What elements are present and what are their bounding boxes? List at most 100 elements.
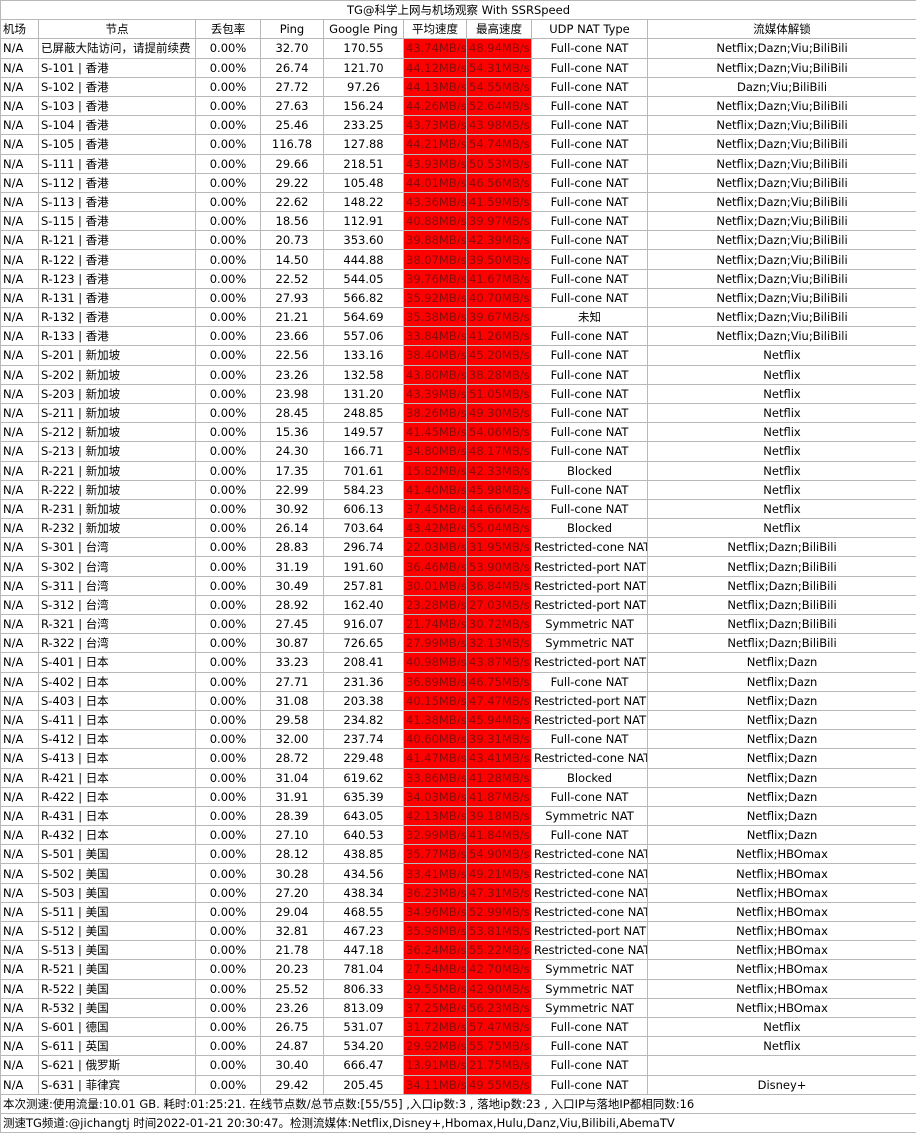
cell-max-speed: 52.64MB/s	[466, 95, 532, 117]
cell-packet-loss: 0.00%	[195, 518, 261, 539]
cell-streaming-unlock: Netflix	[646, 441, 916, 462]
cell-streaming-unlock: Netflix;Dazn;BiliBili	[646, 594, 916, 616]
cell-max-speed: 41.67MB/s	[466, 268, 532, 289]
cell-avg-speed: 41.40MB/s	[403, 479, 467, 500]
table-row: N/A S-102 | 香港 0.00% 27.72 97.26 44.13MB/s 54.…	[0, 76, 916, 97]
cell-node: S-112 | 香港	[38, 172, 196, 193]
cell-node: S-403 | 日本	[38, 690, 196, 711]
cell-udp-nat-type: Full-cone NAT	[531, 498, 648, 520]
cell-google-ping: 237.74	[323, 729, 404, 750]
cell-max-speed: 49.30MB/s	[466, 402, 532, 424]
cell-ping: 22.99	[260, 479, 324, 500]
cell-packet-loss: 0.00%	[195, 575, 261, 596]
cell-streaming-unlock: Netflix	[646, 1036, 916, 1057]
cell-max-speed: 54.74MB/s	[466, 134, 532, 155]
cell-airport: N/A	[0, 134, 39, 155]
cell-avg-speed: 15.82MB/s	[403, 460, 467, 481]
cell-packet-loss: 0.00%	[195, 1036, 261, 1057]
cell-airport: N/A	[0, 920, 39, 942]
cell-avg-speed: 31.72MB/s	[403, 1016, 467, 1038]
cell-streaming-unlock	[646, 1055, 916, 1076]
cell-node: S-213 | 新加坡	[38, 441, 196, 462]
footer-line-1: 本次测速:使用流量:10.01 GB. 耗时:01:25:21. 在线节点数/总…	[0, 1093, 916, 1114]
cell-airport: N/A	[0, 1074, 39, 1095]
cell-ping: 30.92	[260, 498, 324, 520]
cell-udp-nat-type: Full-cone NAT	[531, 326, 648, 347]
cell-streaming-unlock: Netflix;HBOmax	[646, 844, 916, 865]
cell-airport: N/A	[0, 268, 39, 289]
cell-packet-loss: 0.00%	[195, 556, 261, 577]
cell-airport: N/A	[0, 805, 39, 827]
cell-node: S-502 | 美国	[38, 863, 196, 884]
cell-packet-loss: 0.00%	[195, 345, 261, 366]
cell-airport: N/A	[0, 844, 39, 865]
table-row: N/A S-402 | 日本 0.00% 27.71 231.36 36.89MB/s 46…	[0, 671, 916, 692]
cell-avg-speed: 21.74MB/s	[403, 613, 467, 635]
cell-streaming-unlock: Netflix;Dazn;Viu;BiliBili	[646, 153, 916, 174]
cell-streaming-unlock: Netflix	[646, 364, 916, 385]
cell-ping: 31.04	[260, 767, 324, 788]
cell-max-speed: 45.98MB/s	[466, 479, 532, 500]
cell-avg-speed: 35.38MB/s	[403, 306, 467, 328]
cell-ping: 27.93	[260, 287, 324, 309]
cell-packet-loss: 0.00%	[195, 978, 261, 999]
cell-google-ping: 208.41	[323, 652, 404, 673]
table-row: N/A S-202 | 新加坡 0.00% 23.26 132.58 43.80MB/s 3…	[0, 364, 916, 385]
cell-airport: N/A	[0, 249, 39, 270]
cell-streaming-unlock: Netflix;Dazn	[646, 652, 916, 673]
cell-google-ping: 131.20	[323, 383, 404, 404]
cell-ping: 26.14	[260, 518, 324, 539]
cell-packet-loss: 0.00%	[195, 844, 261, 865]
cell-avg-speed: 35.92MB/s	[403, 287, 467, 309]
cell-google-ping: 434.56	[323, 863, 404, 884]
cell-streaming-unlock: Netflix;Dazn	[646, 690, 916, 711]
cell-airport: N/A	[0, 518, 39, 539]
cell-google-ping: 149.57	[323, 422, 404, 443]
cell-streaming-unlock: Netflix;Dazn;Viu;BiliBili	[646, 38, 916, 59]
cell-airport: N/A	[0, 978, 39, 999]
cell-udp-nat-type: Full-cone NAT	[531, 134, 648, 155]
cell-google-ping: 97.26	[323, 76, 404, 97]
cell-ping: 116.78	[260, 134, 324, 155]
cell-max-speed: 32.13MB/s	[466, 633, 532, 654]
cell-google-ping: 133.16	[323, 345, 404, 366]
table-row: N/A S-105 | 香港 0.00% 116.78 127.88 44.21MB/s 5…	[0, 134, 916, 155]
cell-node: S-513 | 美国	[38, 940, 196, 961]
cell-udp-nat-type: Restricted-cone NAT	[531, 844, 648, 865]
cell-node: S-402 | 日本	[38, 671, 196, 692]
table-row: N/A R-422 | 日本 0.00% 31.91 635.39 34.03MB/s 41…	[0, 786, 916, 807]
cell-ping: 27.20	[260, 882, 324, 903]
cell-max-speed: 42.39MB/s	[466, 230, 532, 251]
table-row: N/A S-111 | 香港 0.00% 29.66 218.51 43.93MB/s 50…	[0, 153, 916, 174]
cell-airport: N/A	[0, 95, 39, 117]
cell-airport: N/A	[0, 767, 39, 788]
cell-ping: 27.71	[260, 671, 324, 692]
cell-packet-loss: 0.00%	[195, 997, 261, 1018]
table-row: N/A R-123 | 香港 0.00% 22.52 544.05 39.76MB/s 41…	[0, 268, 916, 289]
cell-avg-speed: 44.26MB/s	[403, 95, 467, 117]
cell-google-ping: 203.38	[323, 690, 404, 711]
table-row: N/A S-311 | 台湾 0.00% 30.49 257.81 30.01MB/s 36…	[0, 575, 916, 596]
cell-avg-speed: 43.74MB/s	[403, 38, 467, 59]
cell-avg-speed: 38.07MB/s	[403, 249, 467, 270]
cell-avg-speed: 37.25MB/s	[403, 997, 467, 1018]
cell-udp-nat-type: Restricted-cone NAT	[531, 882, 648, 903]
cell-avg-speed: 32.99MB/s	[403, 825, 467, 846]
cell-packet-loss: 0.00%	[195, 863, 261, 884]
cell-streaming-unlock: Netflix;HBOmax	[646, 959, 916, 980]
table-row: N/A S-403 | 日本 0.00% 31.08 203.38 40.15MB/s 47…	[0, 690, 916, 711]
cell-avg-speed: 43.80MB/s	[403, 364, 467, 385]
cell-streaming-unlock: Netflix;Dazn;Viu;BiliBili	[646, 326, 916, 347]
cell-packet-loss: 0.00%	[195, 441, 261, 462]
cell-streaming-unlock: Netflix;Dazn;Viu;BiliBili	[646, 249, 916, 270]
cell-airport: N/A	[0, 345, 39, 366]
cell-packet-loss: 0.00%	[195, 786, 261, 807]
cell-avg-speed: 43.42MB/s	[403, 518, 467, 539]
cell-google-ping: 468.55	[323, 901, 404, 923]
cell-google-ping: 916.07	[323, 613, 404, 635]
cell-avg-speed: 39.76MB/s	[403, 268, 467, 289]
table-row: N/A R-133 | 香港 0.00% 23.66 557.06 33.84MB/s 41…	[0, 326, 916, 347]
cell-max-speed: 41.87MB/s	[466, 786, 532, 807]
cell-packet-loss: 0.00%	[195, 211, 261, 232]
cell-max-speed: 55.75MB/s	[466, 1036, 532, 1057]
